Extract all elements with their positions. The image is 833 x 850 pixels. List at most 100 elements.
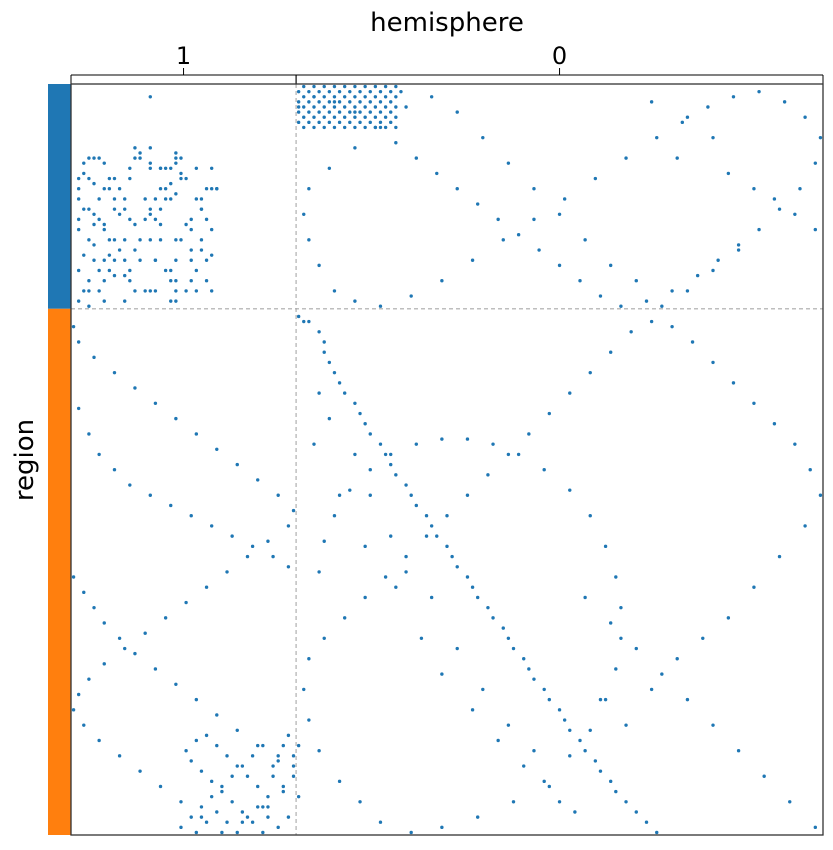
matrix-point	[542, 468, 546, 472]
matrix-point	[383, 84, 388, 89]
matrix-point	[169, 278, 173, 283]
matrix-point	[174, 682, 178, 686]
matrix-point	[209, 227, 214, 232]
matrix-point	[516, 233, 521, 237]
matrix-point	[317, 263, 321, 268]
matrix-point	[204, 585, 209, 589]
matrix-point	[429, 595, 434, 600]
matrix-point	[133, 146, 137, 150]
matrix-point	[209, 166, 214, 170]
matrix-point	[82, 723, 86, 727]
matrix-point	[614, 667, 618, 671]
matrix-point	[501, 238, 505, 242]
matrix-point	[798, 187, 802, 191]
matrix-point	[353, 115, 357, 119]
matrix-point	[307, 657, 311, 661]
matrix-point	[757, 227, 761, 232]
block-dividers	[71, 84, 823, 835]
matrix-point	[562, 197, 567, 201]
matrix-point	[424, 513, 429, 518]
matrix-point	[634, 810, 638, 814]
matrix-point	[793, 212, 797, 216]
matrix-point	[194, 432, 199, 436]
matrix-point	[204, 217, 209, 222]
matrix-point	[777, 554, 782, 559]
matrix-point	[475, 202, 480, 206]
matrix-point	[209, 187, 214, 191]
matrix-point	[271, 774, 275, 778]
matrix-point	[629, 330, 633, 334]
matrix-point	[701, 636, 705, 641]
matrix-point	[363, 544, 367, 549]
matrix-point	[296, 794, 301, 799]
matrix-point	[82, 207, 86, 211]
matrix-point	[117, 754, 122, 758]
matrix-point	[614, 789, 618, 794]
matrix-point	[307, 89, 311, 94]
matrix-point	[291, 774, 296, 778]
matrix-point	[184, 176, 188, 181]
matrix-point	[209, 794, 214, 799]
matrix-point	[169, 503, 173, 508]
matrix-point	[71, 575, 76, 579]
matrix-point	[123, 207, 127, 211]
matrix-point	[383, 105, 388, 109]
matrix-point	[163, 197, 168, 201]
matrix-point	[276, 825, 280, 830]
matrix-point	[675, 657, 679, 661]
matrix-point	[189, 759, 193, 763]
matrix-point	[752, 187, 756, 191]
matrix-point	[123, 299, 127, 303]
matrix-point	[296, 120, 301, 125]
matrix-point	[169, 166, 173, 170]
matrix-point	[240, 810, 245, 814]
matrix-point	[793, 442, 797, 446]
matrix-point	[148, 161, 152, 165]
matrix-point	[803, 115, 807, 119]
matrix-point	[516, 452, 521, 457]
matrix-point	[199, 805, 204, 809]
matrix-point	[163, 616, 168, 620]
matrix-point	[189, 217, 193, 222]
matrix-point	[153, 197, 158, 201]
matrix-point	[281, 743, 285, 748]
matrix-point	[112, 468, 117, 472]
matrix-point	[215, 713, 219, 717]
matrix-point	[158, 222, 163, 227]
matrix-point	[204, 733, 209, 738]
matrix-point	[337, 100, 342, 104]
matrix-point	[76, 299, 81, 303]
matrix-point	[598, 769, 603, 773]
matrix-point	[711, 268, 715, 273]
matrix-point	[731, 381, 736, 385]
matrix-point	[220, 830, 224, 835]
matrix-point	[389, 534, 393, 538]
matrix-point	[112, 258, 117, 262]
matrix-point	[317, 100, 321, 104]
matrix-point	[117, 636, 122, 641]
matrix-point	[368, 120, 372, 125]
matrix-point	[532, 677, 536, 681]
matrix-point	[209, 253, 214, 257]
matrix-point	[97, 452, 101, 457]
matrix-point	[726, 616, 731, 620]
matrix-point	[409, 830, 413, 835]
matrix-point	[189, 258, 193, 262]
matrix-point	[583, 238, 587, 242]
matrix-point	[225, 820, 229, 824]
matrix-point	[383, 95, 388, 99]
matrix-point	[133, 651, 137, 656]
matrix-point	[174, 416, 178, 421]
matrix-point	[82, 289, 86, 293]
matrix-point	[174, 299, 178, 303]
matrix-point	[368, 468, 372, 472]
matrix-point	[276, 759, 280, 763]
matrix-point	[337, 381, 342, 385]
matrix-point	[389, 100, 393, 104]
matrix-point	[644, 299, 649, 303]
matrix-point	[440, 278, 444, 283]
matrix-point	[189, 815, 193, 819]
matrix-point	[455, 565, 459, 569]
matrix-point	[296, 100, 301, 104]
matrix-point	[470, 585, 475, 589]
